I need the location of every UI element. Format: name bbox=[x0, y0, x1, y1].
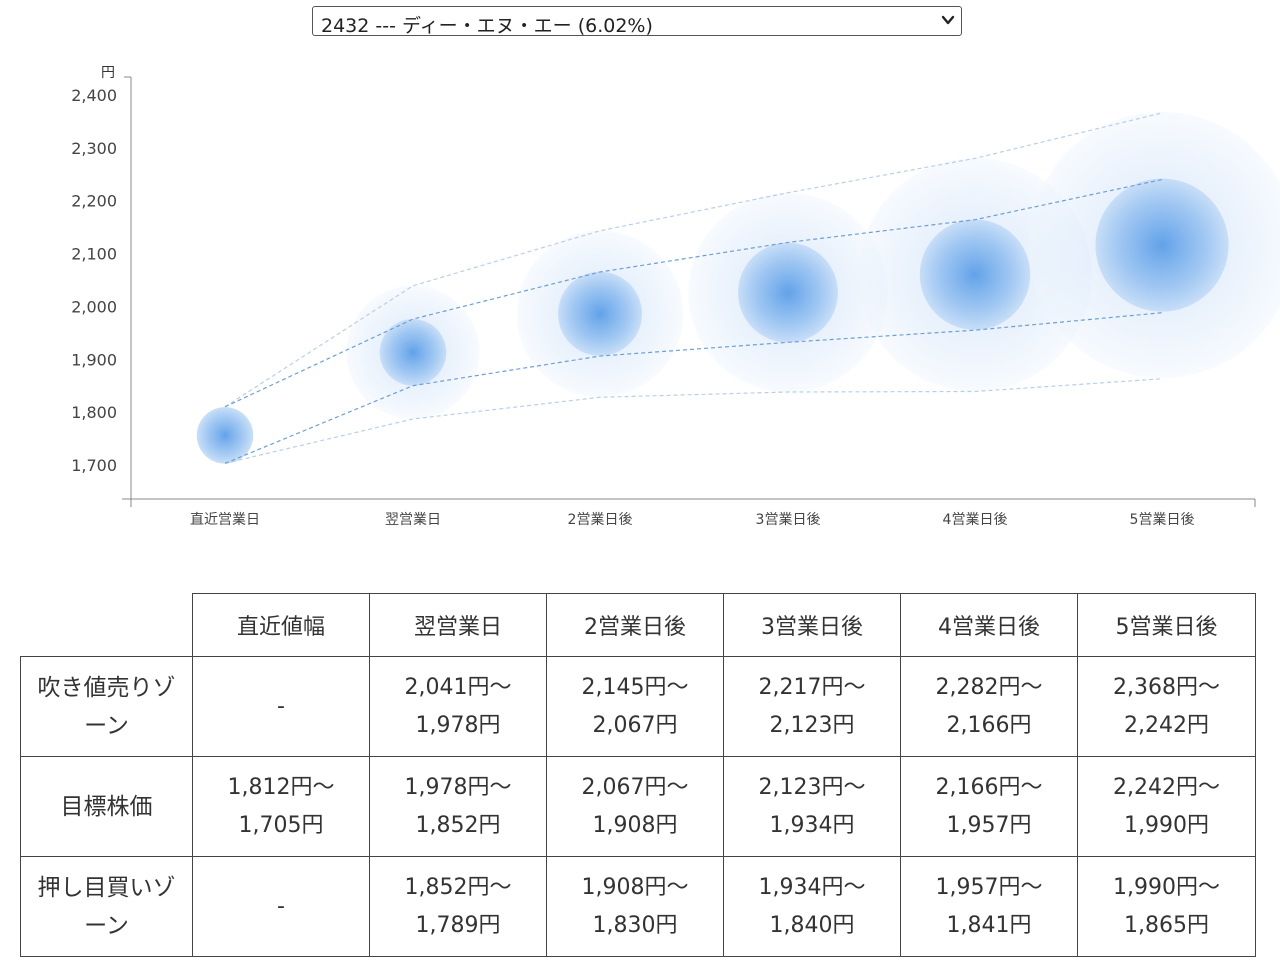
table-cell: 1,978円〜 1,852円 bbox=[369, 756, 547, 857]
table-cell: 2,217円〜 2,123円 bbox=[723, 656, 901, 757]
y-tick-label: 2,000 bbox=[71, 297, 117, 316]
table-header-cell: 4営業日後 bbox=[900, 593, 1078, 657]
y-tick-label: 1,800 bbox=[71, 403, 117, 422]
y-tick-label: 1,900 bbox=[71, 350, 117, 369]
table-header-cell: 5営業日後 bbox=[1077, 593, 1256, 657]
stock-select-value: 2432 --- ディー・エヌ・エー (6.02%) bbox=[321, 15, 653, 37]
table-cell: 2,041円〜 1,978円 bbox=[369, 656, 547, 757]
y-tick-label: 2,400 bbox=[71, 86, 117, 105]
x-tick-label: 2営業日後 bbox=[568, 512, 633, 528]
y-tick-label: 2,100 bbox=[71, 245, 117, 264]
y-tick-label: 1,700 bbox=[71, 456, 117, 475]
row-label: 目標株価 bbox=[20, 756, 193, 857]
table-cell: 2,282円〜 2,166円 bbox=[900, 656, 1078, 757]
zone-low-line bbox=[224, 378, 1163, 464]
table-corner-cell bbox=[20, 593, 193, 657]
table-header-cell: 直近値幅 bbox=[192, 593, 370, 657]
target-bubble-0 bbox=[196, 407, 254, 464]
target-bubble-2 bbox=[557, 271, 643, 356]
table-cell: 2,123円〜 1,934円 bbox=[723, 756, 901, 857]
table-header-cell: 2営業日後 bbox=[546, 593, 724, 657]
table-header-cell: 翌営業日 bbox=[369, 593, 547, 657]
table-cell: 1,812円〜 1,705円 bbox=[192, 756, 370, 857]
x-tick-label: 翌営業日 bbox=[385, 512, 441, 528]
table-cell: 1,908円〜 1,830円 bbox=[546, 856, 724, 957]
table-cell: 2,368円〜 2,242円 bbox=[1077, 656, 1256, 757]
price-forecast-chart: 円 1,700 1,800 1,900 2,000 2,100 2,200 2,300 2,40… bbox=[71, 65, 1280, 528]
table-row: 吹き値売りゾ ーン -2,041円〜 1,978円 2,145円〜 2,067円 2,217… bbox=[20, 656, 1256, 757]
y-tick-label: 2,300 bbox=[71, 139, 117, 158]
y-axis-label: 円 bbox=[101, 65, 115, 81]
price-zone-table: 直近値幅 翌営業日 2営業日後 3営業日後 4営業日後 5営業日後 吹き値売りゾ ーン -2,0… bbox=[20, 593, 1256, 957]
table-cell: 2,067円〜 1,908円 bbox=[546, 756, 724, 857]
table-cell: 2,242円〜 1,990円 bbox=[1077, 756, 1256, 857]
table-cell: 1,990円〜 1,865円 bbox=[1077, 856, 1256, 957]
table-cell: 1,852円〜 1,789円 bbox=[369, 856, 547, 957]
target-low-line bbox=[224, 312, 1163, 464]
table-header-cell: 3営業日後 bbox=[723, 593, 901, 657]
table-row: 目標株価 1,812円〜 1,705円 1,978円〜 1,852円 2,067円〜 1,9… bbox=[20, 756, 1256, 857]
axes: 円 1,700 1,800 1,900 2,000 2,100 2,200 2,300 2,40… bbox=[71, 65, 1256, 528]
target-bubble-1 bbox=[379, 319, 447, 386]
target-bubble-3 bbox=[738, 242, 838, 343]
zone-high-line bbox=[224, 112, 1163, 408]
x-tick-label: 直近営業日 bbox=[190, 511, 260, 528]
row-label: 吹き値売りゾ ーン bbox=[20, 656, 193, 757]
target-bubble-5 bbox=[1095, 178, 1229, 312]
bubble-layer bbox=[196, 112, 1280, 464]
x-tick-label: 5営業日後 bbox=[1130, 512, 1195, 528]
table-cell: - bbox=[192, 656, 370, 757]
table-cell: 2,166円〜 1,957円 bbox=[900, 756, 1078, 857]
table-header-row: 直近値幅 翌営業日 2営業日後 3営業日後 4営業日後 5営業日後 bbox=[20, 593, 1256, 657]
table-cell: - bbox=[192, 856, 370, 957]
row-label: 押し目買いゾ ーン bbox=[20, 856, 193, 957]
range-lines bbox=[224, 112, 1163, 464]
y-tick-label: 2,200 bbox=[71, 192, 117, 211]
stock-select[interactable]: 2432 --- ディー・エヌ・エー (6.02%) bbox=[312, 6, 962, 37]
table-cell: 1,934円〜 1,840円 bbox=[723, 856, 901, 957]
table-row: 押し目買いゾ ーン -1,852円〜 1,789円 1,908円〜 1,830円 1,934… bbox=[20, 856, 1256, 957]
target-bubble-4 bbox=[919, 219, 1031, 330]
x-tick-label: 4営業日後 bbox=[943, 512, 1008, 528]
table-cell: 1,957円〜 1,841円 bbox=[900, 856, 1078, 957]
table-cell: 2,145円〜 2,067円 bbox=[546, 656, 724, 757]
chevron-down-icon bbox=[941, 15, 955, 25]
x-tick-label: 3営業日後 bbox=[756, 512, 821, 528]
